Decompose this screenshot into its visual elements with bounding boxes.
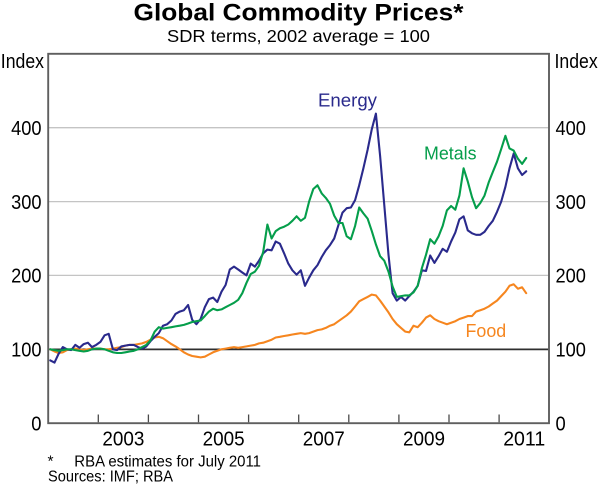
svg-text:100: 100 — [11, 340, 41, 362]
svg-text:300: 300 — [11, 192, 41, 214]
svg-text:400: 400 — [556, 118, 586, 140]
svg-text:Energy: Energy — [318, 89, 378, 110]
svg-text:SDR terms, 2002 average = 100: SDR terms, 2002 average = 100 — [167, 26, 430, 46]
svg-text:2011: 2011 — [503, 429, 545, 451]
svg-text:*: * — [48, 453, 54, 470]
svg-text:Index: Index — [555, 51, 598, 73]
svg-text:2005: 2005 — [203, 429, 245, 451]
svg-text:400: 400 — [11, 118, 41, 140]
svg-text:RBA estimates for July 2011: RBA estimates for July 2011 — [74, 453, 261, 470]
svg-text:2007: 2007 — [303, 429, 345, 451]
svg-text:Metals: Metals — [424, 143, 477, 164]
svg-text:Food: Food — [466, 320, 507, 341]
svg-text:Global Commodity Prices*: Global Commodity Prices* — [134, 0, 465, 26]
svg-text:200: 200 — [556, 266, 586, 288]
svg-text:Index: Index — [1, 51, 44, 73]
svg-text:200: 200 — [11, 266, 41, 288]
svg-text:100: 100 — [556, 340, 586, 362]
svg-text:300: 300 — [556, 192, 586, 214]
svg-text:0: 0 — [31, 414, 41, 436]
svg-text:0: 0 — [556, 414, 566, 436]
svg-text:Sources: IMF; RBA: Sources: IMF; RBA — [48, 469, 174, 486]
svg-text:2009: 2009 — [403, 429, 445, 451]
svg-text:2003: 2003 — [102, 429, 144, 451]
